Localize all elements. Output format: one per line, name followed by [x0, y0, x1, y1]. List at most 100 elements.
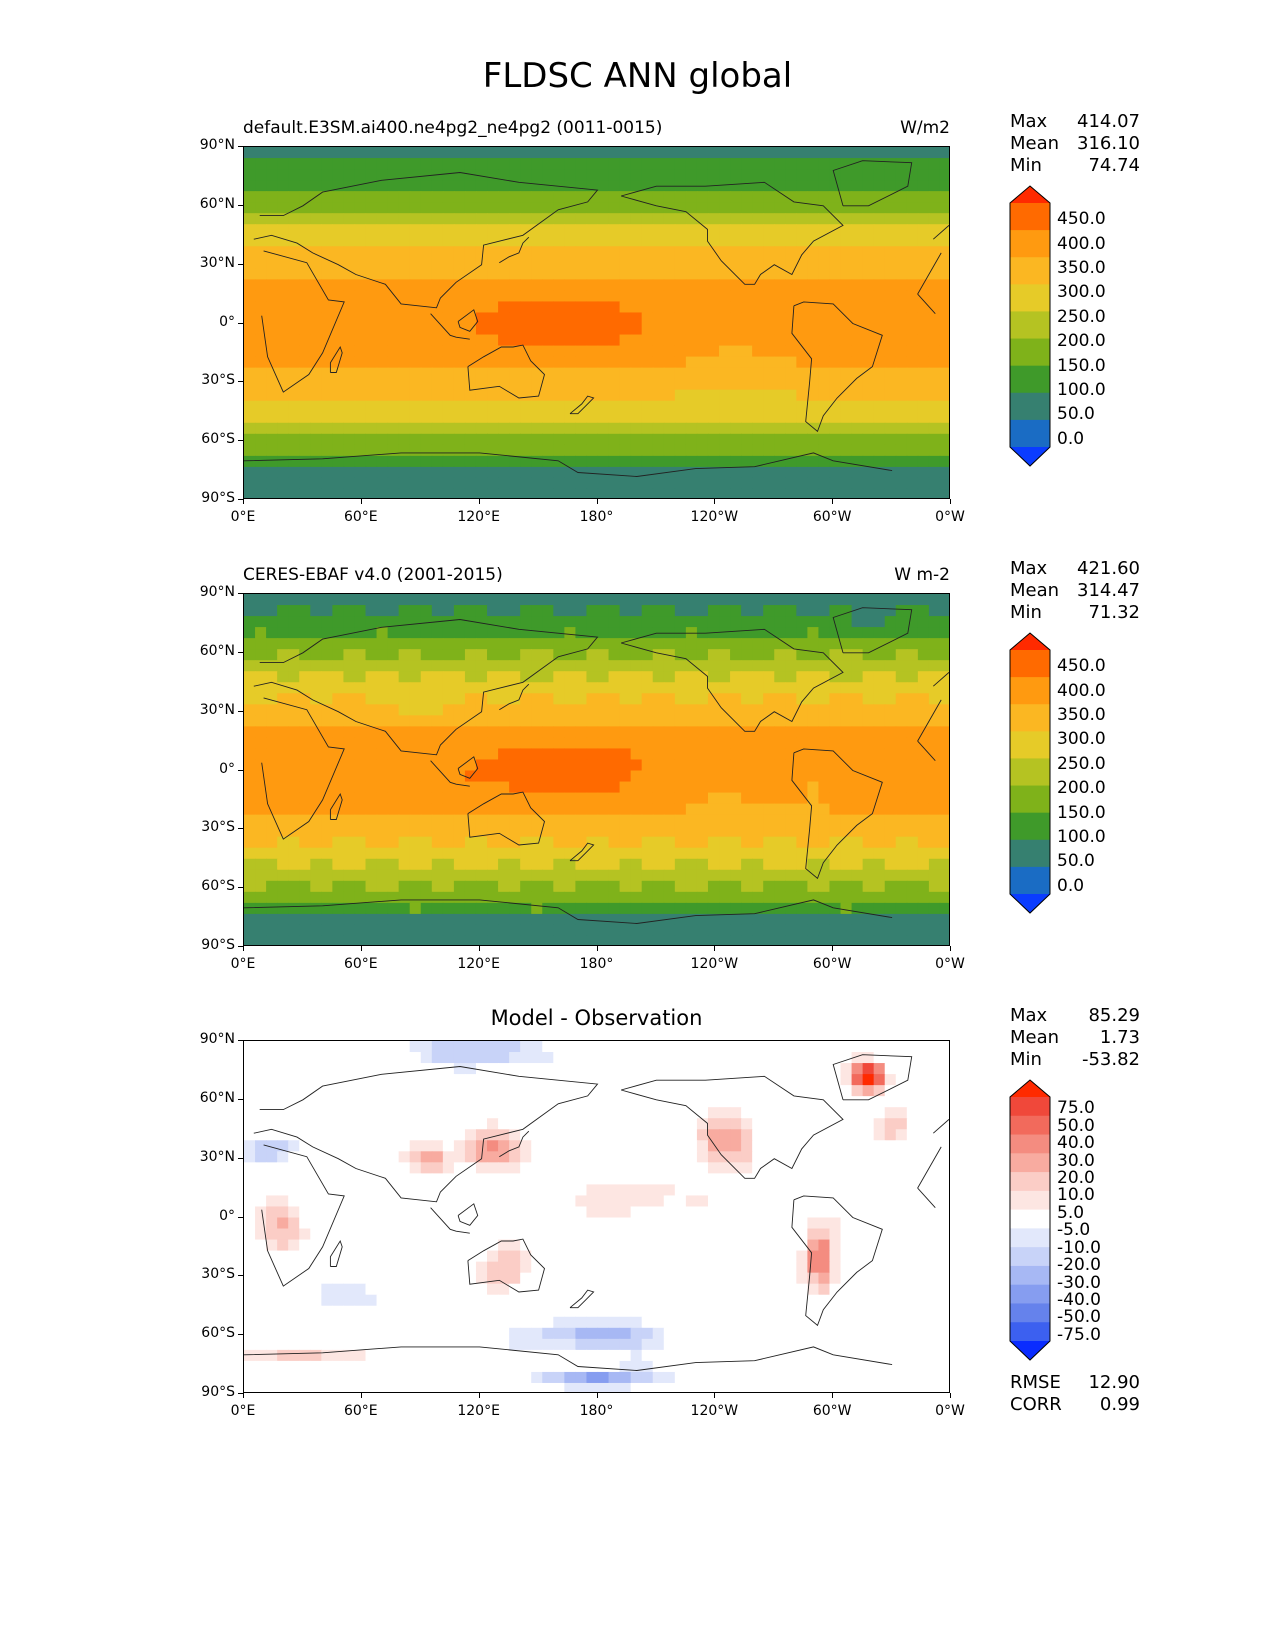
- field-cell: [796, 869, 808, 882]
- field-cell: [266, 400, 278, 413]
- field-cell: [895, 334, 908, 347]
- field-cell: [895, 759, 908, 772]
- field-cell: [928, 704, 941, 716]
- field-cell: [586, 1173, 599, 1186]
- field-cell: [266, 627, 278, 639]
- field-cell: [719, 880, 731, 893]
- field-cell: [277, 180, 289, 192]
- coastline: [791, 748, 883, 880]
- field-cell: [674, 748, 687, 761]
- field-cell: [244, 1151, 256, 1163]
- field-cell: [939, 323, 949, 336]
- field-cell: [266, 1140, 278, 1152]
- field-cell: [906, 858, 919, 871]
- field-cell: [299, 301, 311, 314]
- field-cell: [520, 869, 532, 882]
- field-cell: [475, 638, 488, 650]
- field-cell: [906, 301, 919, 314]
- field-cell: [420, 594, 433, 606]
- field-cell: [531, 323, 543, 336]
- field-cell: [807, 737, 820, 750]
- field-cell: [730, 477, 742, 490]
- field-cell: [840, 147, 853, 159]
- field-cell: [498, 902, 510, 915]
- field-cell: [431, 649, 444, 661]
- field-cell: [354, 477, 367, 490]
- field-cell: [674, 737, 687, 750]
- field-cell: [862, 466, 875, 479]
- field-cell: [763, 268, 775, 280]
- field-cell: [906, 781, 919, 794]
- field-cell: [464, 323, 477, 336]
- field-cell: [464, 1096, 477, 1108]
- field-cell: [719, 781, 731, 794]
- field-cell: [707, 147, 720, 159]
- field-cell: [321, 191, 333, 203]
- field-cell: [244, 770, 256, 783]
- field-cell: [343, 356, 356, 369]
- field-cell: [277, 488, 289, 498]
- field-cell: [509, 649, 521, 661]
- field-cell: [685, 268, 698, 280]
- field-cell: [752, 378, 764, 391]
- field-cell: [343, 488, 356, 498]
- field-cell: [387, 268, 400, 280]
- field-cell: [774, 737, 786, 750]
- field-cell: [398, 356, 411, 369]
- field-cell: [884, 378, 897, 391]
- field-cell: [807, 836, 820, 849]
- field-cell: [630, 290, 643, 303]
- field-cell: [619, 455, 632, 468]
- field-cell: [796, 455, 808, 468]
- field-cell: [641, 202, 654, 214]
- field-cell: [365, 880, 378, 893]
- field-cell: [741, 924, 753, 937]
- field-cell: [785, 433, 797, 446]
- coastline: [467, 791, 546, 846]
- obs-map: [243, 593, 950, 946]
- field-cell: [696, 378, 709, 391]
- field-cell: [365, 715, 378, 727]
- field-cell: [674, 268, 687, 280]
- field-cell: [663, 169, 676, 181]
- field-cell: [487, 1074, 499, 1086]
- field-cell: [398, 235, 411, 247]
- field-cell: [376, 1096, 389, 1108]
- field-cell: [862, 825, 875, 838]
- field-cell: [277, 147, 289, 159]
- field-cell: [343, 869, 356, 882]
- field-cell: [420, 367, 433, 380]
- field-cell: [498, 411, 510, 424]
- field-cell: [840, 858, 853, 871]
- field-cell: [288, 422, 300, 435]
- field-cell: [774, 770, 786, 783]
- field-cell: [641, 880, 654, 893]
- field-cell: [310, 869, 322, 882]
- field-cell: [564, 737, 577, 750]
- field-cell: [387, 1140, 400, 1152]
- field-cell: [641, 158, 654, 170]
- field-cell: [498, 616, 510, 628]
- field-cell: [829, 268, 842, 280]
- field-cell: [277, 847, 289, 860]
- field-cell: [520, 825, 532, 838]
- field-cell: [884, 488, 897, 498]
- field-cell: [884, 444, 897, 457]
- field-cell: [487, 880, 499, 893]
- field-cell: [332, 836, 345, 849]
- field-cell: [498, 869, 510, 882]
- field-cell: [917, 759, 930, 772]
- field-cell: [862, 312, 875, 325]
- field-cell: [884, 158, 897, 170]
- field-cell: [917, 433, 930, 446]
- field-cell: [796, 290, 808, 303]
- field-cell: [730, 726, 742, 739]
- field-cell: [332, 891, 345, 904]
- field-cell: [840, 847, 853, 860]
- field-cell: [917, 158, 930, 170]
- field-cell: [509, 301, 521, 314]
- field-cell: [818, 235, 831, 247]
- field-cell: [531, 605, 543, 617]
- field-cell: [641, 858, 654, 871]
- field-cell: [619, 268, 632, 280]
